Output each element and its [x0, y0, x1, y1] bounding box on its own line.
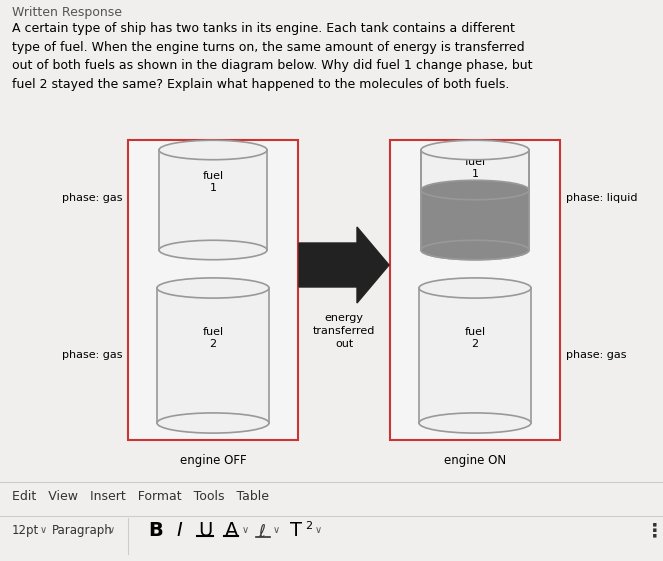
Ellipse shape: [421, 140, 529, 160]
Text: ∨: ∨: [108, 525, 115, 535]
Ellipse shape: [159, 240, 267, 260]
Text: ∨: ∨: [242, 525, 249, 535]
Text: Edit   View   Insert   Format   Tools   Table: Edit View Insert Format Tools Table: [12, 490, 269, 503]
Text: ⋮: ⋮: [645, 521, 663, 540]
Text: phase: liquid: phase: liquid: [566, 193, 638, 203]
Ellipse shape: [421, 180, 529, 200]
Text: energy
transferred
out: energy transferred out: [313, 313, 375, 350]
Ellipse shape: [157, 278, 269, 298]
Text: 12pt: 12pt: [12, 524, 39, 537]
Bar: [421, 150, 529, 250]
Text: ℓ: ℓ: [258, 523, 265, 541]
Ellipse shape: [419, 278, 531, 298]
Bar: [159, 150, 267, 250]
Text: 2: 2: [305, 521, 312, 531]
Text: phase: gas: phase: gas: [62, 193, 122, 203]
Text: fuel
2: fuel 2: [465, 327, 485, 349]
Text: engine ON: engine ON: [444, 454, 506, 467]
Text: ∨: ∨: [273, 525, 280, 535]
Text: phase: gas: phase: gas: [566, 350, 627, 360]
Text: B: B: [148, 521, 162, 540]
Bar: [421, 190, 529, 250]
Text: engine OFF: engine OFF: [180, 454, 247, 467]
Text: phase: gas: phase: gas: [62, 350, 122, 360]
Text: fuel
2: fuel 2: [202, 327, 223, 349]
Text: ∨: ∨: [315, 525, 322, 535]
Text: ∨: ∨: [40, 525, 47, 535]
Ellipse shape: [421, 240, 529, 260]
Bar: [390, 140, 560, 440]
Text: fuel
1: fuel 1: [465, 157, 485, 179]
Ellipse shape: [421, 240, 529, 260]
FancyArrow shape: [299, 227, 389, 303]
Bar: [157, 288, 269, 423]
Text: T: T: [290, 521, 302, 540]
Bar: [128, 140, 298, 440]
Text: I: I: [176, 521, 182, 540]
Text: Paragraph: Paragraph: [52, 524, 113, 537]
Text: fuel
1: fuel 1: [202, 171, 223, 193]
Ellipse shape: [157, 413, 269, 433]
Text: U: U: [198, 521, 212, 540]
Text: Written Response: Written Response: [12, 6, 122, 19]
Text: A: A: [225, 521, 239, 540]
Text: A certain type of ship has two tanks in its engine. Each tank contains a differe: A certain type of ship has two tanks in …: [12, 22, 532, 90]
Ellipse shape: [159, 140, 267, 160]
Bar: [419, 288, 531, 423]
Ellipse shape: [419, 413, 531, 433]
